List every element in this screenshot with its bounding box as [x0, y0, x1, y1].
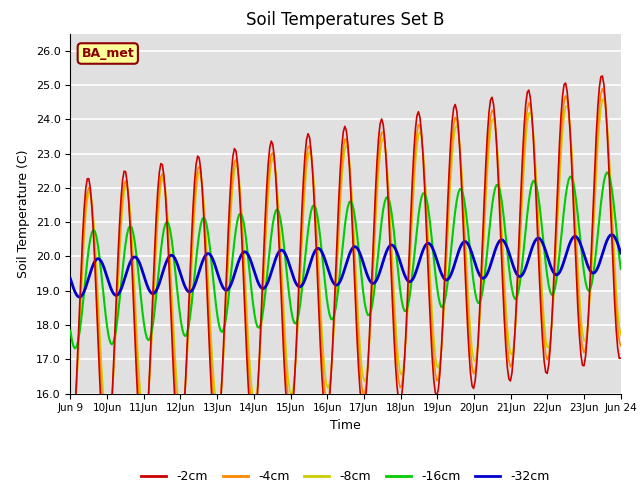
Text: BA_met: BA_met	[81, 47, 134, 60]
Legend: -2cm, -4cm, -8cm, -16cm, -32cm: -2cm, -4cm, -8cm, -16cm, -32cm	[136, 465, 555, 480]
X-axis label: Time: Time	[330, 419, 361, 432]
Y-axis label: Soil Temperature (C): Soil Temperature (C)	[17, 149, 30, 278]
Title: Soil Temperatures Set B: Soil Temperatures Set B	[246, 11, 445, 29]
